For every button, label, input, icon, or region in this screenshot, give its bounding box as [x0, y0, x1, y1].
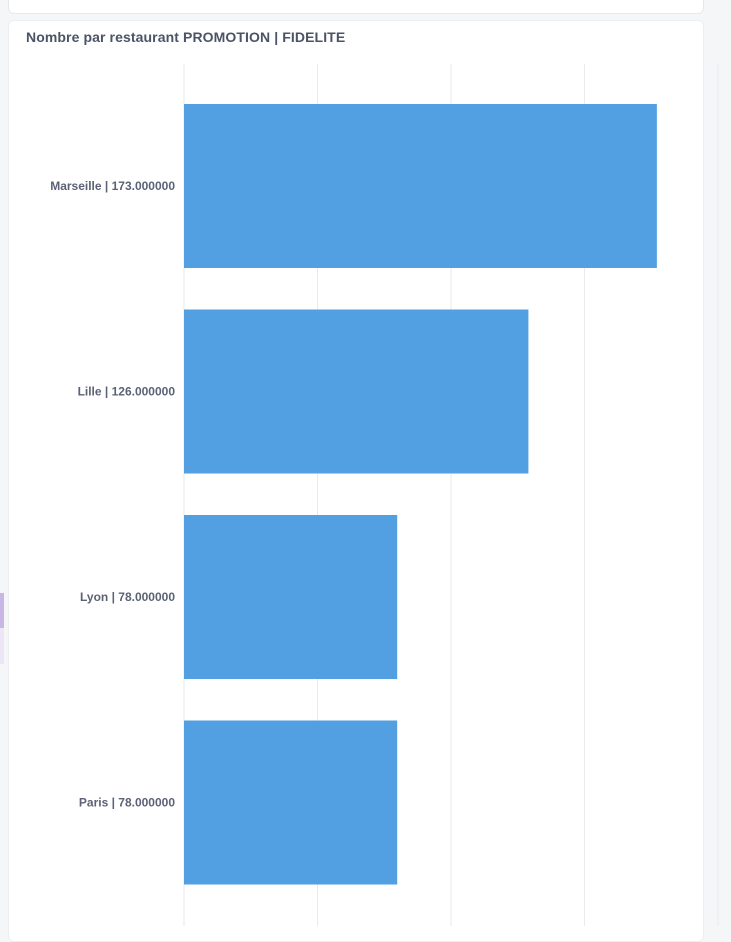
bar[interactable] — [184, 309, 529, 474]
previous-card-edge — [8, 0, 704, 14]
category-labels: Marseille | 173.000000 Lille | 126.000000… — [50, 179, 175, 810]
category-label: Lille | 126.000000 — [78, 385, 176, 399]
category-label: Marseille | 173.000000 — [50, 179, 175, 193]
chart-title: Nombre par restaurant PROMOTION | FIDELI… — [26, 29, 346, 45]
bars — [184, 104, 657, 885]
bar[interactable] — [184, 104, 657, 268]
bar[interactable] — [184, 720, 398, 885]
bar[interactable] — [184, 515, 398, 679]
category-label: Lyon | 78.000000 — [80, 590, 175, 604]
side-panel-accent-light — [0, 628, 4, 664]
category-label: Paris | 78.000000 — [79, 796, 175, 810]
side-panel-accent — [0, 593, 4, 628]
